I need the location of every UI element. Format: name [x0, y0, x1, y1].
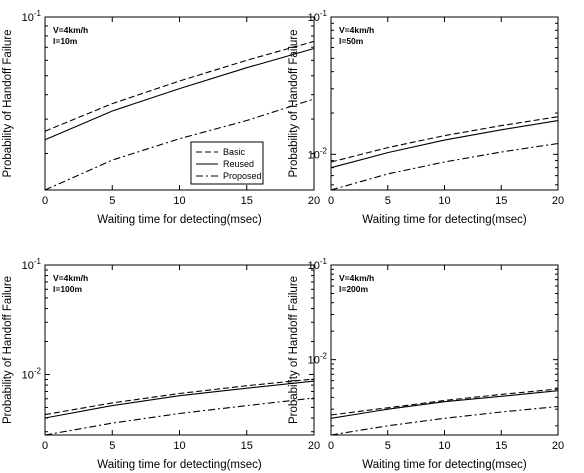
series-line-reused	[330, 390, 559, 419]
x-tick-label: 5	[109, 440, 115, 452]
y-tick-label: 10-1	[22, 9, 42, 24]
x-tick-label: 15	[241, 195, 253, 207]
x-tick-label: 5	[385, 440, 391, 452]
x-tick-label: 15	[241, 440, 253, 452]
plot-frame	[44, 264, 315, 436]
series-line-proposed	[44, 397, 315, 436]
x-tick-label: 20	[552, 440, 564, 452]
y-tick-exponent: -2	[320, 352, 328, 361]
y-tick-label: 10-2	[22, 366, 42, 381]
plot-frame	[44, 16, 315, 191]
y-tick-base: 10	[308, 355, 320, 367]
legend-box	[190, 141, 264, 185]
y-axis-label: Probability of Handoff Failure	[2, 29, 14, 177]
series-line-reused	[330, 120, 559, 169]
panel-annotation: l=100m	[53, 284, 83, 294]
x-tick-label: 0	[42, 195, 48, 207]
y-tick-exponent: -2	[34, 366, 42, 375]
y-axis-label: Probability of Handoff Failure	[2, 276, 14, 424]
y-tick-exponent: -1	[34, 257, 42, 266]
y-tick-base: 10	[308, 12, 320, 24]
panel-annotation: V=4km/h	[339, 273, 374, 283]
y-tick-base: 10	[22, 260, 34, 272]
y-tick-exponent: -1	[320, 257, 328, 266]
y-tick-base: 10	[308, 149, 320, 161]
panel-annotation: l=200m	[339, 284, 369, 294]
x-tick-label: 0	[328, 440, 334, 452]
y-tick-label: 10-2	[308, 146, 328, 161]
y-tick-exponent: -1	[34, 9, 42, 18]
x-tick-label: 10	[438, 195, 450, 207]
panel-annotation: l=10m	[53, 36, 78, 46]
panel-annotation: l=50m	[339, 36, 364, 46]
y-tick-base: 10	[22, 369, 34, 381]
panel-annotation: V=4km/h	[53, 273, 88, 283]
x-tick-label: 10	[173, 440, 185, 452]
y-tick-exponent: -2	[320, 146, 328, 155]
series-line-reused	[44, 380, 315, 419]
x-tick-label: 20	[552, 195, 564, 207]
legend-label-reused: Reused	[223, 159, 254, 169]
y-axis-label: Probability of Handoff Failure	[288, 276, 300, 424]
y-tick-base: 10	[22, 12, 34, 24]
y-tick-exponent: -1	[320, 9, 328, 18]
series-line-proposed	[330, 405, 559, 436]
legend: Basic Reused Proposed	[190, 141, 264, 185]
y-axis-label: Probability of Handoff Failure	[288, 29, 300, 177]
x-tick-label: 20	[308, 195, 320, 207]
legend-label-basic: Basic	[223, 147, 246, 157]
x-tick-label: 10	[438, 440, 450, 452]
plot-frame	[330, 16, 559, 191]
series-line-proposed	[330, 142, 559, 191]
panel-annotation: V=4km/h	[339, 25, 374, 35]
x-tick-label: 20	[308, 440, 320, 452]
x-tick-label: 0	[42, 440, 48, 452]
y-tick-base: 10	[308, 260, 320, 272]
x-axis-label: Waiting time for detecting(msec)	[362, 459, 527, 471]
series-line-proposed	[44, 98, 315, 191]
y-tick-label: 10-1	[308, 9, 328, 24]
x-tick-label: 5	[385, 195, 391, 207]
x-tick-label: 10	[173, 195, 185, 207]
x-axis-label: Waiting time for detecting(msec)	[362, 214, 527, 226]
series-line-basic	[44, 378, 315, 416]
series-line-basic	[44, 40, 315, 132]
series-line-reused	[44, 47, 315, 141]
series-line-basic	[330, 116, 559, 163]
x-tick-label: 15	[495, 440, 507, 452]
panel-annotation: V=4km/h	[53, 25, 88, 35]
legend-label-proposed: Proposed	[223, 171, 262, 181]
y-tick-label: 10-1	[308, 257, 328, 272]
x-tick-label: 5	[109, 195, 115, 207]
x-axis-label: Waiting time for detecting(msec)	[97, 459, 262, 471]
x-tick-label: 0	[328, 195, 334, 207]
x-axis-label: Waiting time for detecting(msec)	[97, 214, 262, 226]
y-tick-label: 10-2	[308, 352, 328, 367]
x-tick-label: 15	[495, 195, 507, 207]
series-line-basic	[330, 388, 559, 416]
y-tick-label: 10-1	[22, 257, 42, 272]
